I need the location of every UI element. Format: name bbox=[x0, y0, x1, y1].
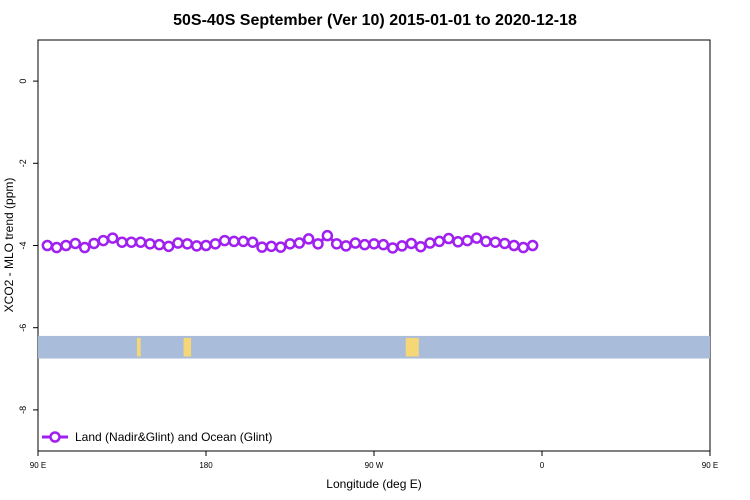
x-axis-label: Longitude (deg E) bbox=[326, 477, 421, 491]
data-point bbox=[293, 237, 306, 249]
data-point bbox=[526, 239, 539, 252]
legend-marker-swatch bbox=[49, 431, 61, 443]
data-point bbox=[172, 237, 184, 249]
data-point bbox=[218, 234, 231, 247]
data-point bbox=[162, 240, 175, 253]
land-patch bbox=[183, 337, 192, 357]
legend-label: Land (Nadir&Glint) and Ocean (Glint) bbox=[75, 430, 272, 444]
data-point bbox=[246, 236, 259, 248]
data-point bbox=[312, 238, 324, 250]
data-point bbox=[116, 236, 128, 248]
series-layer bbox=[41, 229, 539, 254]
data-point bbox=[181, 238, 194, 250]
data-point bbox=[442, 232, 455, 245]
x-tick-label: 90 E bbox=[702, 461, 718, 470]
data-point bbox=[433, 235, 446, 248]
y-axis: 0 -2 -4 -6 -8 bbox=[18, 79, 38, 414]
data-point bbox=[228, 235, 240, 248]
data-point bbox=[274, 241, 287, 253]
data-point bbox=[452, 236, 464, 248]
data-point bbox=[190, 240, 203, 252]
data-point bbox=[405, 237, 418, 250]
data-point bbox=[125, 236, 138, 248]
land-patch bbox=[405, 337, 419, 357]
y-tick-label: -4 bbox=[18, 241, 28, 249]
x-tick-label: 180 bbox=[199, 461, 213, 470]
data-point bbox=[498, 237, 511, 250]
data-point bbox=[386, 242, 399, 254]
data-point bbox=[153, 238, 166, 251]
data-point bbox=[256, 241, 268, 253]
data-point bbox=[517, 241, 530, 254]
x-axis: 90 E 180 90 W 0 90 E bbox=[30, 451, 718, 470]
data-point bbox=[50, 241, 63, 254]
data-point bbox=[209, 238, 222, 250]
data-point bbox=[78, 241, 91, 254]
data-point bbox=[396, 240, 408, 252]
data-point bbox=[302, 233, 315, 245]
land-patch bbox=[136, 337, 141, 357]
ocean-band bbox=[38, 335, 710, 359]
y-tick-label: -6 bbox=[18, 324, 28, 332]
data-point bbox=[480, 235, 492, 248]
legend: Land (Nadir&Glint) and Ocean (Glint) bbox=[42, 430, 272, 444]
data-point bbox=[489, 236, 502, 248]
data-point bbox=[349, 237, 362, 249]
data-point bbox=[97, 234, 110, 247]
data-point bbox=[424, 237, 436, 249]
chart-title: 50S-40S September (Ver 10) 2015-01-01 to… bbox=[173, 12, 577, 29]
data-point bbox=[358, 238, 371, 251]
data-point bbox=[377, 238, 390, 251]
y-axis-label: XCO2 - MLO trend (ppm) bbox=[2, 178, 16, 313]
y-tick-label: 0 bbox=[18, 79, 28, 84]
data-point bbox=[284, 238, 296, 250]
land-mask-strip bbox=[38, 335, 710, 359]
data-point bbox=[461, 234, 474, 247]
data-point bbox=[340, 240, 352, 252]
data-point bbox=[200, 239, 212, 252]
data-point bbox=[330, 238, 343, 250]
data-point bbox=[321, 229, 334, 242]
x-tick-label: 0 bbox=[540, 461, 545, 470]
data-point bbox=[265, 240, 278, 253]
y-tick-label: -8 bbox=[18, 406, 28, 414]
data-point bbox=[508, 239, 520, 252]
x-tick-label: 90 E bbox=[30, 461, 46, 470]
data-point bbox=[41, 239, 54, 252]
data-point bbox=[134, 236, 147, 248]
x-tick-label: 90 W bbox=[365, 461, 384, 470]
data-point bbox=[106, 232, 119, 244]
data-point bbox=[88, 237, 100, 250]
data-point bbox=[69, 237, 82, 250]
data-point bbox=[237, 235, 250, 248]
data-point bbox=[144, 238, 156, 250]
data-point bbox=[368, 238, 380, 250]
data-point bbox=[414, 240, 427, 253]
y-tick-label: -2 bbox=[18, 159, 28, 167]
data-point bbox=[60, 239, 72, 252]
data-point bbox=[470, 232, 483, 244]
